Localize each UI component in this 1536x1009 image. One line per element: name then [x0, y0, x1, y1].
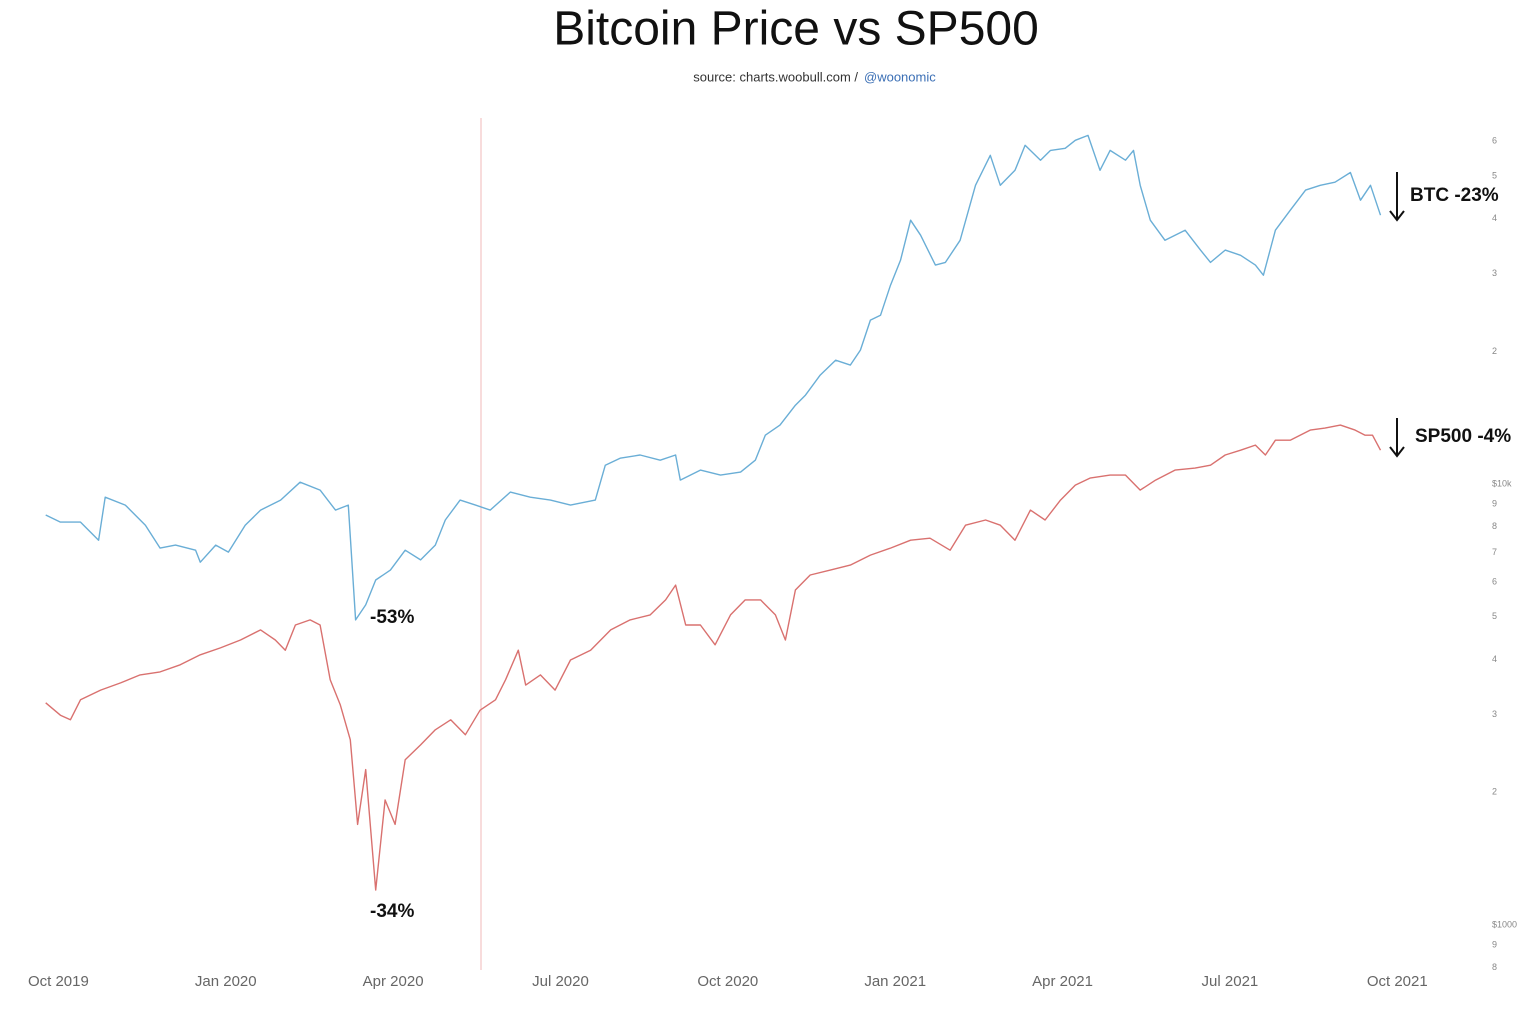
- series-line: [45, 424, 1382, 891]
- x-tick-label: Jul 2020: [532, 973, 589, 990]
- annotation: -53%: [370, 607, 414, 628]
- y-tick-label: 4: [1492, 654, 1497, 664]
- y-tick-label: 3: [1492, 709, 1497, 719]
- y-tick-label: 3: [1492, 268, 1497, 278]
- x-tick-label: Jan 2021: [864, 973, 926, 990]
- arrow-head: [1389, 210, 1405, 222]
- x-tick-label: Apr 2020: [363, 973, 424, 990]
- x-tick-label: Apr 2021: [1032, 973, 1093, 990]
- x-tick-label: Jan 2020: [195, 973, 257, 990]
- x-tick-label: Oct 2021: [1367, 973, 1428, 990]
- series-line: [45, 134, 1382, 621]
- chart-source-link: @woonomic: [864, 69, 936, 84]
- y-tick-label: 8: [1492, 521, 1497, 531]
- arrow-head: [1389, 446, 1405, 458]
- x-tick-label: Oct 2020: [697, 973, 758, 990]
- y-tick-label: 5: [1492, 611, 1497, 621]
- y-tick-label: 2: [1492, 346, 1497, 356]
- y-tick-label: 9: [1492, 499, 1497, 509]
- y-tick-label: 7: [1492, 547, 1497, 557]
- y-tick-label: 2: [1492, 787, 1497, 797]
- y-tick-label: $1000: [1492, 919, 1517, 929]
- annotation: SP500 -4%: [1415, 426, 1511, 447]
- y-tick-label: 8: [1492, 962, 1497, 972]
- chart-title: Bitcoin Price vs SP500: [553, 3, 1039, 56]
- y-tick-label: 6: [1492, 576, 1497, 586]
- y-tick-label: 5: [1492, 170, 1497, 180]
- annotation: -34%: [370, 901, 414, 922]
- annotation: BTC -23%: [1410, 185, 1499, 206]
- chart-source: source: charts.woobull.com /: [693, 69, 858, 84]
- plot-area: 8 9 $1000 2 3 4 5 6 7 8 9 $10k 2 3 4 5 6 Oct 2019 Jan 2020…: [28, 134, 1517, 990]
- y-tick-label: 6: [1492, 135, 1497, 145]
- y-tick-label: $10k: [1492, 478, 1512, 488]
- x-tick-label: Jul 2021: [1202, 973, 1259, 990]
- x-tick-label: Oct 2019: [28, 973, 89, 990]
- y-tick-label: 4: [1492, 213, 1497, 223]
- y-tick-label: 9: [1492, 939, 1497, 949]
